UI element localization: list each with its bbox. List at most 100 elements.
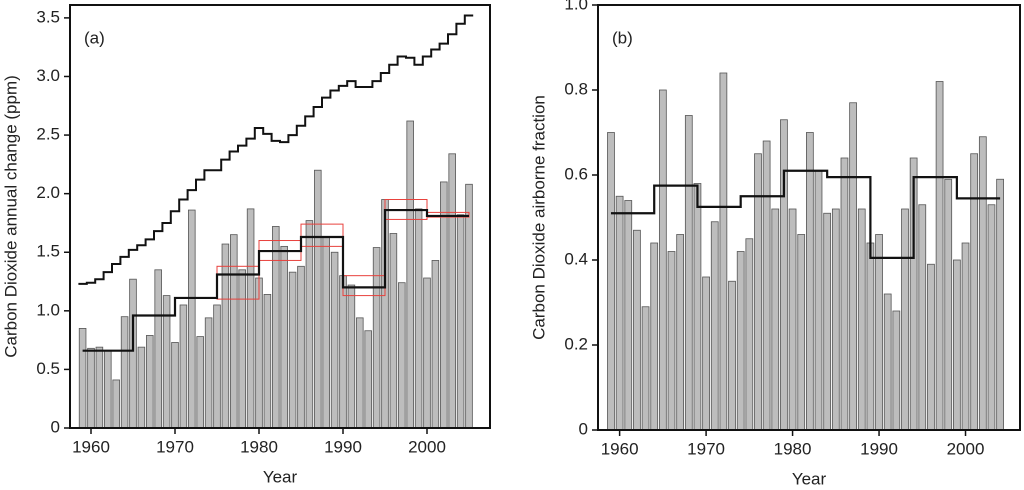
bar xyxy=(788,208,797,431)
bar xyxy=(465,183,473,429)
bar xyxy=(129,278,137,429)
bar xyxy=(339,275,347,429)
bar xyxy=(314,169,322,429)
bar xyxy=(87,347,95,429)
y-tick-label: 0.4 xyxy=(564,249,588,268)
bar xyxy=(762,140,771,431)
bar xyxy=(112,379,120,429)
y-tick-label: 1.0 xyxy=(564,0,588,13)
bar xyxy=(440,181,448,429)
bar xyxy=(330,251,339,429)
x-axis-label: Year xyxy=(263,467,298,486)
bar xyxy=(736,251,745,431)
bar xyxy=(137,346,146,429)
bar xyxy=(398,282,406,429)
bar xyxy=(372,247,381,429)
bar xyxy=(797,234,806,431)
bar xyxy=(624,200,633,431)
bar xyxy=(171,342,179,429)
bar xyxy=(406,120,414,429)
bar xyxy=(263,294,272,429)
bar xyxy=(305,220,314,429)
bar xyxy=(448,153,456,429)
bar xyxy=(702,276,710,431)
y-tick-label: 0.2 xyxy=(564,334,588,353)
x-tick-label: 1960 xyxy=(72,437,110,456)
bar xyxy=(347,284,356,429)
x-tick-label: 1980 xyxy=(774,439,812,458)
x-axis-label: Year xyxy=(792,469,827,488)
range-box xyxy=(300,223,344,247)
x-tick-label: 1990 xyxy=(860,439,898,458)
bar xyxy=(246,208,255,429)
bar xyxy=(814,170,823,431)
bar xyxy=(456,214,465,429)
bar xyxy=(676,234,685,431)
bar xyxy=(221,243,230,429)
bar xyxy=(322,236,330,429)
mean-step-line xyxy=(82,208,469,352)
x-tick-label: 1980 xyxy=(240,437,278,456)
bar xyxy=(944,178,953,431)
bar xyxy=(230,234,238,429)
x-tick-label: 1970 xyxy=(156,437,194,456)
bar xyxy=(204,317,213,429)
mean-step-line xyxy=(610,169,1001,259)
bar xyxy=(255,277,263,429)
bar xyxy=(641,306,650,431)
bar xyxy=(693,183,702,431)
bar xyxy=(745,238,754,431)
bar xyxy=(288,271,297,429)
y-tick-label: 3.0 xyxy=(36,66,60,85)
bar xyxy=(840,157,849,431)
bar xyxy=(935,81,944,431)
plot-frame xyxy=(597,4,1021,431)
bar xyxy=(901,208,909,431)
panel-label: (b) xyxy=(612,28,633,47)
bar xyxy=(423,277,431,429)
bar xyxy=(780,119,788,431)
bar xyxy=(849,102,857,431)
bar xyxy=(918,204,927,431)
plot-frame xyxy=(69,4,491,429)
bar xyxy=(188,209,196,429)
y-tick-label: 3.5 xyxy=(36,7,60,26)
y-tick-label: 0 xyxy=(51,417,60,436)
bar xyxy=(364,330,372,429)
bar xyxy=(104,350,112,429)
x-tick-label: 1960 xyxy=(601,439,639,458)
y-tick-label: 2.0 xyxy=(36,183,60,202)
bar xyxy=(633,229,641,431)
x-tick-label: 2000 xyxy=(408,437,446,456)
bar xyxy=(970,153,979,431)
bar xyxy=(95,346,104,429)
bar xyxy=(823,212,832,431)
bar xyxy=(154,269,162,429)
x-tick-label: 1990 xyxy=(324,437,362,456)
bar xyxy=(996,178,1004,431)
bar xyxy=(978,136,987,431)
bar xyxy=(78,328,87,429)
bar xyxy=(238,269,246,429)
bar xyxy=(961,242,970,431)
bar xyxy=(146,335,154,429)
bar xyxy=(927,263,935,431)
bar xyxy=(297,265,305,429)
y-tick-label: 0.8 xyxy=(564,79,588,98)
bar xyxy=(667,251,676,431)
bar xyxy=(710,221,719,431)
bar xyxy=(658,89,667,431)
bar xyxy=(953,259,961,431)
bar xyxy=(607,132,615,431)
y-axis-label: Carbon Dioxide annual change (ppm) xyxy=(1,75,20,358)
bar xyxy=(213,304,221,429)
bar xyxy=(196,336,204,429)
bar xyxy=(414,208,423,429)
bar xyxy=(356,317,364,429)
y-tick-label: 0 xyxy=(579,419,588,438)
y-tick-label: 0.6 xyxy=(564,164,588,183)
bar xyxy=(771,208,780,431)
y-axis-label: Carbon Dioxide airborne fraction xyxy=(529,95,548,340)
bar xyxy=(431,260,440,429)
